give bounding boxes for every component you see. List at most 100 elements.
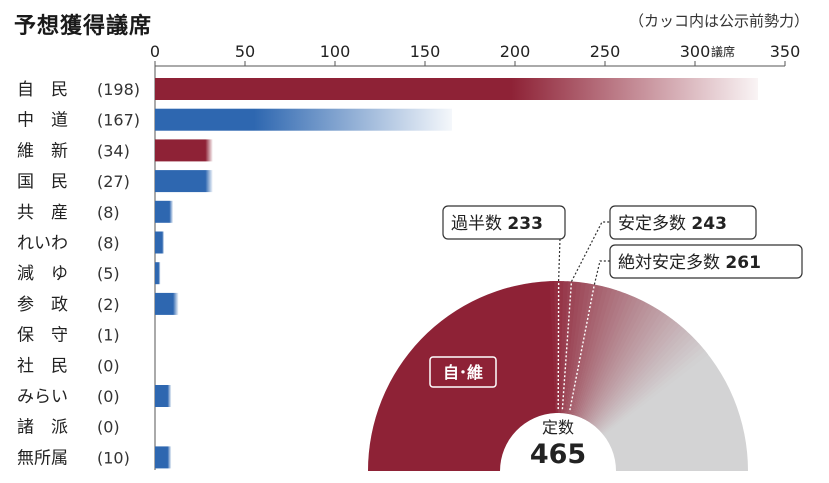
threshold-line bbox=[569, 284, 596, 411]
seat-arc-fade bbox=[582, 298, 643, 419]
x-tick-label: 100 bbox=[320, 42, 351, 61]
bar bbox=[155, 139, 213, 162]
threshold-value: 233 bbox=[507, 214, 543, 234]
previous-seats-label: (198) bbox=[97, 80, 140, 99]
seat-arc-fade bbox=[600, 340, 700, 433]
threshold-line bbox=[561, 281, 573, 410]
center-value: 465 bbox=[530, 439, 586, 470]
seat-arc-fade bbox=[601, 343, 703, 434]
category-label: 諸 派 bbox=[17, 418, 68, 438]
seat-arc-fade bbox=[575, 290, 622, 417]
previous-seats-label: (34) bbox=[97, 141, 130, 160]
seat-arc-fade bbox=[590, 314, 670, 424]
seat-arc-fade bbox=[588, 309, 662, 423]
center-label: 定数 bbox=[542, 418, 574, 437]
category-label: れいわ bbox=[17, 234, 68, 254]
seat-arc-fade bbox=[579, 294, 634, 418]
previous-seats-label: (167) bbox=[97, 111, 140, 130]
category-label: みらい bbox=[17, 387, 68, 407]
seat-arc-fade bbox=[602, 350, 709, 436]
seat-arc-fade bbox=[589, 311, 666, 424]
threshold-connector bbox=[570, 221, 610, 282]
x-tick-label: 50 bbox=[235, 42, 255, 61]
x-tick-label: 350 bbox=[770, 42, 801, 61]
seat-arc-fade bbox=[583, 300, 647, 420]
category-label: 参 政 bbox=[17, 295, 68, 315]
x-tick-label: 200 bbox=[500, 42, 531, 61]
bloc-badge bbox=[429, 356, 497, 388]
previous-seats-label: (5) bbox=[97, 264, 120, 283]
seat-arc-fade bbox=[578, 293, 630, 418]
seat-arc-fade bbox=[596, 327, 687, 429]
seat-arc-fade bbox=[570, 285, 605, 415]
previous-seats-label: (10) bbox=[97, 448, 130, 467]
threshold-callout bbox=[609, 244, 803, 279]
bar bbox=[155, 292, 179, 315]
x-tick-label: 0 bbox=[150, 42, 160, 61]
seat-arc-fade bbox=[592, 319, 677, 426]
threshold-label: 安定多数 243 bbox=[618, 214, 727, 234]
seat-arc-fade bbox=[598, 334, 694, 431]
seat-arc-fade bbox=[587, 306, 658, 422]
seat-arc-fade bbox=[569, 284, 600, 415]
category-label: 維 新 bbox=[17, 141, 68, 161]
chart-note: （カッコ内は公示前勢力） bbox=[628, 12, 809, 30]
seat-arc-fade bbox=[565, 282, 587, 414]
bar bbox=[155, 446, 172, 469]
seat-arc-fade bbox=[584, 302, 651, 421]
threshold-callout bbox=[442, 205, 566, 240]
seat-arc-fade bbox=[591, 316, 673, 425]
threshold-callout bbox=[609, 205, 757, 240]
bloc-badge-label: 自･維 bbox=[443, 363, 483, 382]
seat-arc-fade bbox=[577, 291, 626, 417]
category-label: 社 民 bbox=[17, 356, 68, 376]
seat-arc-fade bbox=[574, 288, 618, 416]
threshold-label: 絶対安定多数 261 bbox=[618, 253, 761, 273]
bar bbox=[155, 200, 173, 223]
seat-arc-fade bbox=[602, 347, 706, 435]
threshold-connector bbox=[593, 260, 610, 285]
seat-arc-fade bbox=[599, 337, 697, 432]
threshold-name: 安定多数 bbox=[618, 214, 691, 234]
threshold-value: 243 bbox=[691, 214, 727, 234]
threshold-label: 過半数 233 bbox=[451, 214, 543, 234]
bar bbox=[155, 262, 161, 285]
seat-arc-fade bbox=[595, 324, 684, 428]
bar bbox=[155, 385, 172, 407]
seat-arc-fade bbox=[563, 281, 582, 414]
category-label: 共 産 bbox=[17, 203, 68, 223]
bar bbox=[155, 231, 164, 254]
previous-seats-label: (0) bbox=[97, 387, 120, 406]
x-tick-label: 300 bbox=[680, 42, 711, 61]
seat-arc-fade bbox=[571, 286, 609, 416]
x-axis-unit: 議席 bbox=[711, 44, 735, 59]
x-tick-label: 250 bbox=[590, 42, 621, 61]
seat-arc-fade bbox=[581, 296, 639, 419]
seat-arc-fade bbox=[573, 287, 613, 416]
bar bbox=[155, 170, 213, 193]
seat-arc-fade bbox=[594, 322, 680, 427]
threshold-connector bbox=[558, 238, 561, 282]
seat-arc-fade bbox=[597, 330, 691, 430]
bar bbox=[155, 78, 758, 100]
previous-seats-label: (0) bbox=[97, 418, 120, 437]
previous-seats-label: (2) bbox=[97, 295, 120, 314]
previous-seats-label: (8) bbox=[97, 234, 120, 253]
category-label: 減 ゆ bbox=[17, 264, 68, 284]
page-title: 予想獲得議席 bbox=[14, 14, 153, 39]
seat-arc-fade bbox=[567, 283, 596, 415]
x-tick-label: 150 bbox=[410, 42, 441, 61]
threshold-name: 過半数 bbox=[451, 214, 507, 234]
previous-seats-label: (8) bbox=[97, 203, 120, 222]
seat-arc-fade bbox=[566, 283, 591, 414]
previous-seats-label: (1) bbox=[97, 326, 120, 345]
category-label: 無所属 bbox=[17, 448, 68, 468]
category-label: 自 民 bbox=[17, 80, 68, 100]
category-label: 国 民 bbox=[17, 172, 68, 192]
previous-seats-label: (0) bbox=[97, 356, 120, 375]
threshold-value: 261 bbox=[725, 253, 761, 273]
seat-arc-fade bbox=[586, 304, 655, 421]
threshold-name: 絶対安定多数 bbox=[618, 253, 725, 273]
category-label: 中 道 bbox=[17, 111, 68, 131]
